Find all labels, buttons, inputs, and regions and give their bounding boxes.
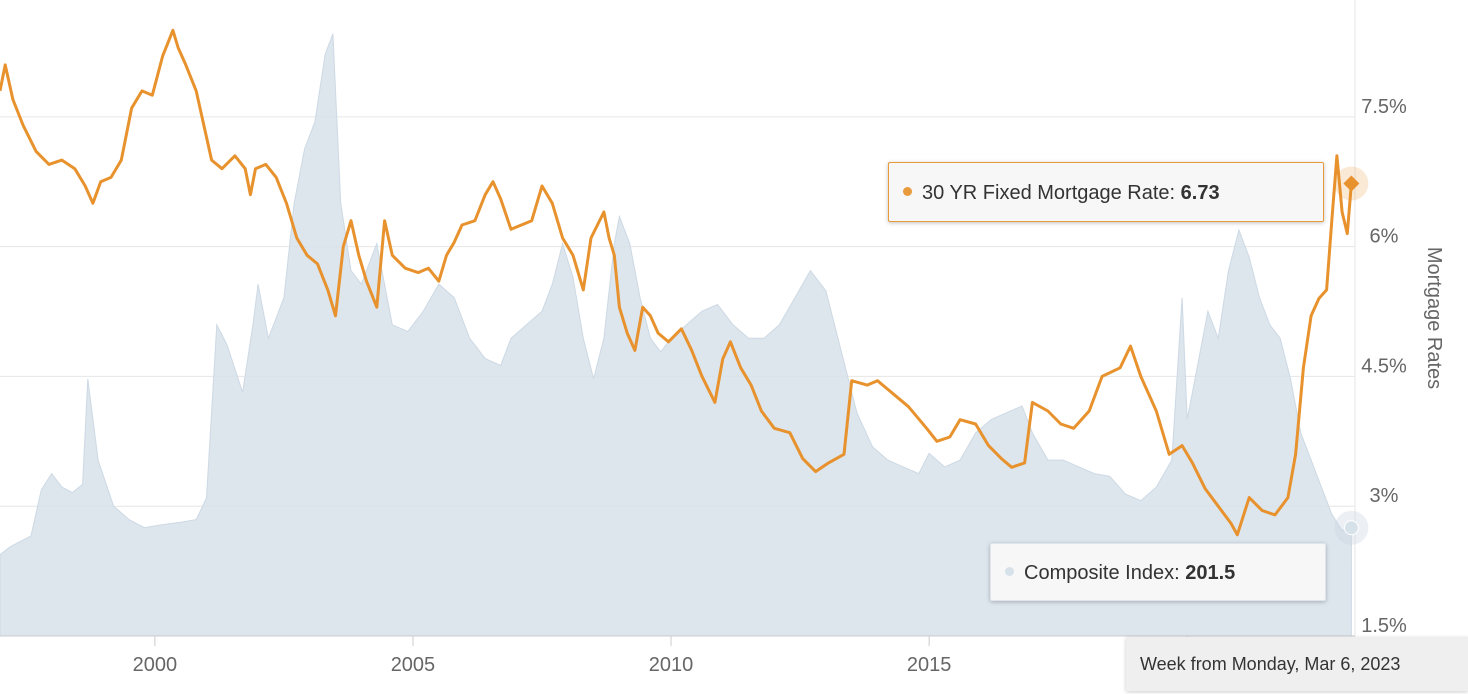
y-tick-label: 4.5% (1361, 355, 1407, 377)
mortgage-rate-line (0, 28, 1353, 537)
index-marker-dot (1343, 520, 1359, 536)
composite-index-tooltip: Composite Index: 201.5 (990, 543, 1326, 601)
date-tooltip: Week from Monday, Mar 6, 2023 (1126, 637, 1468, 691)
tooltip-rate-label: 30 YR Fixed Mortgage Rate: (922, 182, 1176, 204)
y-tick-label: 3% (1370, 485, 1399, 507)
y-axis-title: Mortgage Rates (1423, 247, 1445, 389)
x-tick-label: 2010 (649, 654, 694, 676)
hover-markers (1334, 166, 1369, 545)
y-axis-right: 1.5% 3% 4.5% 6% 7.5% (1361, 96, 1407, 637)
x-tick-label: 2015 (907, 654, 952, 676)
mortgage-rate-tooltip: 30 YR Fixed Mortgage Rate: 6.73 (888, 162, 1324, 222)
x-tick-label: 2000 (133, 654, 178, 676)
x-tick-label: 2005 (391, 654, 436, 676)
tooltip-index-value: 201.5 (1185, 562, 1236, 584)
mortgage-rate-series (0, 28, 1353, 537)
y-tick-label: 1.5% (1361, 615, 1407, 637)
y-tick-label: 7.5% (1361, 96, 1407, 118)
rate-marker-diamond-icon (1343, 175, 1360, 192)
tooltip-index-label: Composite Index: (1024, 562, 1180, 584)
series-dot-icon (903, 187, 912, 197)
series-dot-icon (1005, 567, 1014, 577)
y-tick-label: 6% (1370, 226, 1399, 248)
tooltip-rate-value: 6.73 (1180, 182, 1220, 204)
